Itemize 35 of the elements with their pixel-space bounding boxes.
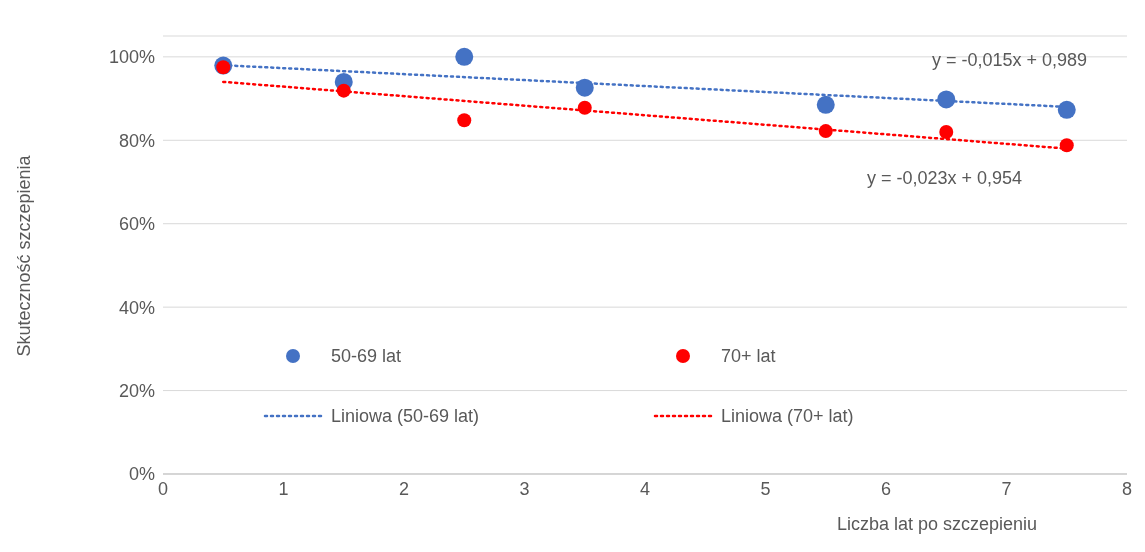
legend-label: Liniowa (50-69 lat) bbox=[331, 405, 480, 427]
x-tick-label: 0 bbox=[157, 478, 169, 499]
x-tick-label: 8 bbox=[1121, 478, 1133, 499]
y-tick-label: 0% bbox=[128, 464, 155, 485]
x-tick-label: 7 bbox=[1001, 478, 1012, 499]
annotation: y = -0,015x + 0,989 bbox=[931, 50, 1087, 71]
point bbox=[336, 83, 351, 98]
point bbox=[455, 47, 474, 66]
point bbox=[457, 113, 472, 128]
point bbox=[577, 100, 592, 115]
point bbox=[937, 90, 956, 109]
y-tick-label: 40% bbox=[118, 297, 155, 318]
x-axis-title: Liczba lat po szczepieniu bbox=[836, 514, 1037, 535]
y-tick-label: 60% bbox=[118, 214, 155, 235]
legend-label: 50-69 lat bbox=[331, 345, 402, 367]
point bbox=[216, 60, 231, 75]
y-tick-label: 100% bbox=[108, 47, 155, 68]
point bbox=[1057, 100, 1076, 119]
y-tick-label: 20% bbox=[118, 380, 155, 401]
x-tick-label: 1 bbox=[278, 478, 289, 499]
x-tick-label: 6 bbox=[880, 478, 892, 499]
annotation: y = -0,023x + 0,954 bbox=[866, 168, 1022, 189]
legend-label: Liniowa (70+ lat) bbox=[721, 405, 854, 427]
x-tick-label: 3 bbox=[519, 478, 530, 499]
x-tick-label: 5 bbox=[760, 478, 771, 499]
y-tick-label: 80% bbox=[118, 130, 155, 151]
x-tick-label: 4 bbox=[639, 478, 651, 499]
y-axis-title: Skuteczność szczepienia bbox=[13, 155, 35, 357]
point bbox=[818, 124, 833, 139]
point bbox=[575, 78, 594, 97]
point bbox=[816, 95, 835, 114]
point bbox=[939, 124, 954, 139]
legend-label: 70+ lat bbox=[721, 345, 776, 367]
point bbox=[1059, 138, 1074, 153]
x-tick-label: 2 bbox=[398, 478, 410, 499]
